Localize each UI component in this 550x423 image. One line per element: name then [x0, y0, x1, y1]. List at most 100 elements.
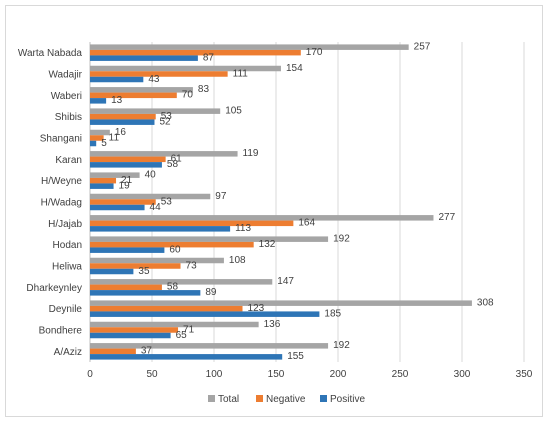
data-label: 70 [182, 90, 194, 101]
legend-label: Positive [330, 394, 365, 405]
bar-negative [90, 327, 179, 333]
category-label: Heliwa [52, 262, 82, 273]
x-tick-label: 50 [146, 369, 158, 380]
category-label: Wadajir [48, 70, 82, 81]
bar-total [90, 151, 238, 157]
data-label: 111 [233, 68, 249, 79]
data-label: 185 [324, 308, 341, 319]
data-label: 119 [243, 148, 259, 159]
bar-negative [90, 284, 162, 291]
data-label: 53 [161, 196, 173, 207]
bar-positive [90, 119, 155, 125]
category-label: Karan [55, 155, 82, 166]
data-label: 192 [333, 340, 350, 351]
bar-total [90, 193, 211, 200]
bar-positive [90, 268, 134, 275]
bar-negative [90, 220, 294, 227]
bar-negative [90, 348, 136, 355]
bar-negative [90, 71, 228, 77]
legend-swatch-total [208, 395, 215, 402]
data-label: 19 [119, 180, 131, 191]
data-label: 154 [286, 63, 303, 74]
bar-total [90, 215, 434, 221]
category-label: A/Aziz [54, 347, 82, 358]
bar-total [90, 108, 221, 114]
data-label: 35 [138, 266, 150, 277]
category-label: Warta Nabada [18, 48, 83, 59]
bar-total [90, 321, 259, 328]
bar-negative [90, 113, 156, 120]
bar-total [90, 343, 329, 349]
category-label: Waberi [51, 91, 82, 102]
bar-total [90, 257, 224, 264]
data-label: 71 [183, 324, 195, 335]
category-label: Bondhere [39, 326, 83, 337]
data-label: 53 [161, 111, 173, 122]
category-label: Deynile [49, 304, 83, 315]
legend-label: Negative [266, 394, 306, 405]
bar-negative [90, 241, 254, 248]
bar-positive [90, 354, 283, 360]
bar-total [90, 300, 472, 306]
data-label: 16 [115, 127, 127, 138]
category-label: Dharkeynley [26, 283, 82, 294]
data-label: 13 [111, 95, 123, 106]
data-label: 192 [333, 233, 350, 244]
x-tick-label: 300 [454, 369, 471, 380]
legend-label: Total [218, 394, 239, 405]
data-label: 97 [215, 191, 227, 202]
data-label: 132 [259, 239, 276, 250]
bar-total [90, 87, 193, 93]
x-tick-label: 0 [87, 369, 93, 380]
bar-total [90, 236, 329, 242]
bar-positive [90, 204, 145, 211]
data-label: 308 [477, 297, 494, 308]
data-label: 170 [306, 47, 323, 58]
data-label: 147 [277, 276, 294, 287]
bar-total [90, 129, 110, 136]
data-label: 155 [287, 351, 304, 362]
bar-negative [90, 263, 181, 269]
bar-negative [90, 92, 177, 99]
data-label: 5 [101, 138, 107, 149]
bar-positive [90, 226, 231, 232]
data-label: 21 [121, 175, 133, 186]
data-label: 43 [148, 74, 160, 85]
bar-positive [90, 140, 97, 147]
bar-positive [90, 332, 171, 339]
data-label: 73 [186, 260, 198, 271]
category-label: H/Jajab [48, 219, 82, 230]
data-label: 113 [235, 223, 251, 234]
data-label: 89 [205, 287, 217, 298]
data-label: 61 [171, 154, 183, 165]
x-tick-label: 100 [206, 369, 223, 380]
data-label: 44 [150, 202, 162, 213]
bar-positive [90, 76, 144, 83]
bar-negative [90, 199, 156, 205]
data-label: 277 [438, 212, 455, 223]
data-label: 123 [248, 303, 265, 314]
bar-negative [90, 156, 166, 163]
legend-swatch-positive [320, 395, 327, 402]
data-label: 65 [176, 330, 188, 341]
data-label: 83 [198, 84, 210, 95]
bar-positive [90, 55, 198, 61]
bar-positive [90, 290, 201, 296]
data-label: 58 [167, 159, 179, 170]
bar-positive [90, 311, 320, 317]
bar-positive [90, 183, 114, 189]
data-label: 37 [141, 346, 153, 357]
data-label: 257 [414, 41, 431, 52]
category-label: Hodan [53, 240, 82, 251]
x-tick-label: 200 [330, 369, 347, 380]
data-label: 164 [298, 218, 315, 229]
bar-total [90, 44, 409, 50]
data-label: 105 [225, 105, 242, 116]
category-label: Shibis [55, 112, 82, 123]
x-tick-label: 350 [516, 369, 533, 380]
data-label: 60 [169, 244, 181, 255]
bar-negative [90, 135, 104, 141]
data-label: 11 [109, 132, 120, 143]
bar-positive [90, 247, 165, 253]
